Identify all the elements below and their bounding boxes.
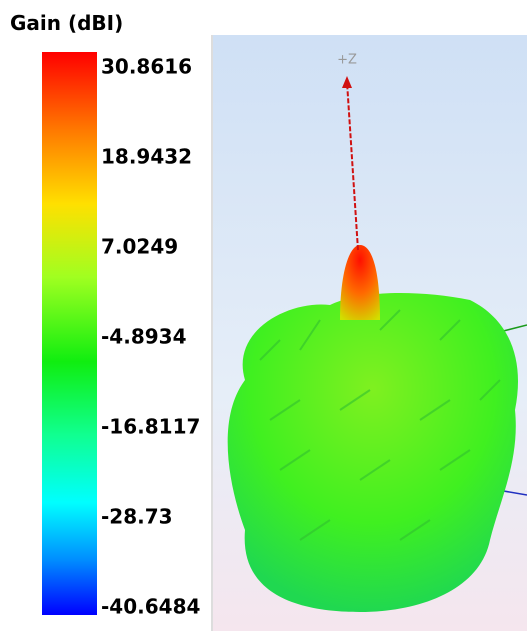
- tick-label: -4.8934: [101, 325, 186, 349]
- legend-title: Gain (dBI): [10, 11, 123, 35]
- tick-label: 7.0249: [101, 235, 178, 259]
- color-bar: [42, 52, 97, 615]
- tick-label: 30.8616: [101, 55, 192, 79]
- page: +Z Gain (dBI) 30.8616 18.9432 7.0249 -4.893…: [0, 0, 527, 631]
- legend-panel: [0, 0, 212, 631]
- tick-label: -16.8117: [101, 415, 200, 439]
- tick-label: 18.9432: [101, 145, 192, 169]
- tick-label: -28.73: [101, 505, 173, 529]
- tick-label: -40.6484: [101, 595, 200, 619]
- screenshot: +Z Gain (dBI) 30.8616 18.9432 7.0249 -4.893…: [0, 0, 527, 631]
- radiation-pattern: [228, 293, 518, 612]
- z-axis-label: +Z: [337, 53, 357, 68]
